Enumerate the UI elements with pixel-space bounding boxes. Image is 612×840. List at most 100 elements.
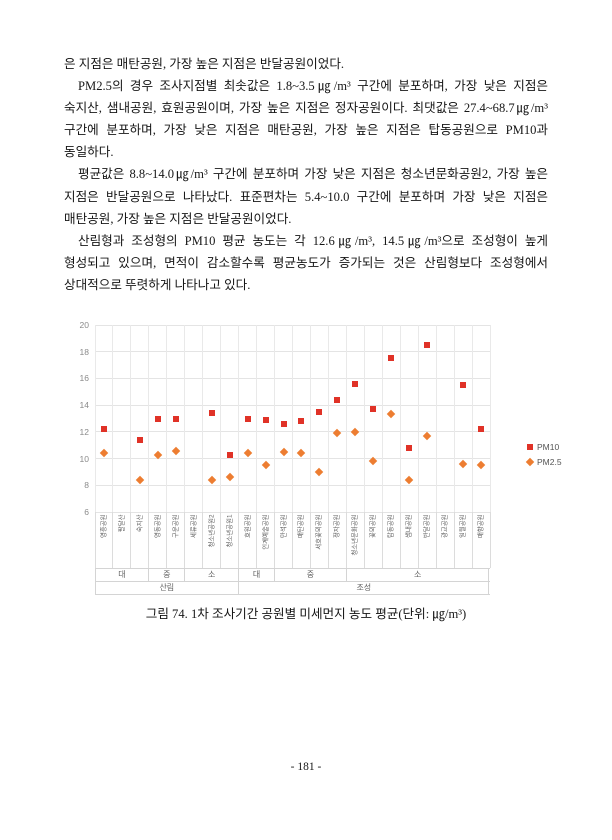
data-point-pm10 [226,451,233,458]
data-point-pm10 [154,415,161,422]
axis-column-separator [166,512,168,568]
x-gridline [130,325,132,512]
x-category-label: 꽃뫼공원 [369,514,377,538]
x-gridline [435,325,437,512]
axis-column-separator [435,512,437,568]
axis-column-separator [238,512,240,568]
x-category-label: 구운공원 [172,514,180,538]
x-gridline [220,325,222,512]
x-category-label: 샘내공원 [405,514,413,538]
data-point-pm10 [388,355,395,362]
pm-scatter-chart: 6 8 10 12 14 16 18 20 영흥공원 팔달산 숙지산 영동공원 구운공원 세류공원 청소년공… [80,320,562,595]
data-point-pm2.5 [315,467,324,477]
axis-column-separator [112,512,114,568]
x-gridline [202,325,204,512]
x-category-label: 청소년공원1 [226,514,234,547]
data-point-pm2.5 [297,448,306,458]
data-point-pm10 [100,426,107,433]
axis-size-group: 대 [238,568,274,581]
data-point-pm10 [460,382,467,389]
x-gridline [309,325,311,512]
data-point-pm2.5 [99,448,109,458]
y-tick-label: 14 [79,400,89,411]
y-tick-label: 6 [84,507,89,517]
axis-column-separator [184,512,186,568]
x-gridline [345,325,347,512]
x-category-label: 영동공원 [154,514,162,538]
x-category-label: 정자공원 [333,514,341,538]
x-category-label: 매향공원 [477,514,485,538]
x-category-label: 탑동공원 [387,514,395,538]
x-category-label: 인계예술공원 [262,514,270,550]
data-point-pm10 [298,418,305,425]
data-point-pm10 [406,444,413,451]
x-category-label: 청소년공원2 [208,514,216,547]
data-point-pm10 [280,420,287,427]
axis-row-line [95,567,490,569]
axis-column-separator [471,512,473,568]
data-point-pm2.5 [458,459,468,469]
x-gridline [94,325,96,512]
x-gridline [112,325,114,512]
axis-column-separator [256,512,258,568]
axis-column-separator [220,512,222,568]
figure-caption: 그림 74. 1차 조사기간 공원별 미세먼지 농도 평균(단위: ㎍/m³) [145,607,467,621]
axis-column-separator [130,512,132,568]
page-number: - 181 - [290,761,322,773]
x-gridline [274,325,276,512]
data-point-pm10 [208,410,215,417]
legend-label: PM10 [537,442,560,452]
paragraph: PM2.5의 경우 조사지점별 최솟값은 1.8~3.5㎍/m³ 구간에 분포하… [64,79,548,160]
x-gridline [148,325,150,512]
data-point-pm10 [352,380,359,387]
x-category-label: 영흥공원 [100,514,108,538]
data-point-pm2.5 [171,446,181,455]
x-gridline [489,325,491,512]
axis-size-group: 중 [148,568,184,581]
x-category-label: 청소년문화공원 [351,514,359,556]
paragraph: 평균값은 8.8~14.0㎍/m³ 구간에 분포하며 가장 낮은 지점은 청소년… [64,167,548,226]
data-point-pm2.5 [422,431,432,441]
axis-size-group: 소 [184,568,238,581]
data-point-pm2.5 [135,475,145,485]
data-point-pm10 [424,342,431,349]
data-point-pm2.5 [243,448,252,458]
axis-column-separator [399,512,401,568]
legend-item: PM2.5 [525,457,562,467]
x-category-label: 반달공원 [423,514,431,538]
axis-column-separator [94,512,96,568]
data-point-pm2.5 [404,475,414,485]
legend-marker [525,457,535,467]
data-point-pm2.5 [333,428,342,438]
x-gridline [453,325,455,512]
legend-label: PM2.5 [537,457,562,467]
data-point-pm2.5 [261,461,270,470]
y-tick-label: 16 [79,373,89,384]
axis-column-separator [453,512,455,568]
data-point-pm2.5 [279,447,288,457]
data-point-pm10 [478,426,485,433]
data-point-pm10 [262,416,269,423]
x-category-label: 만석공원 [280,514,288,538]
x-gridline [256,325,258,512]
data-point-pm10 [334,396,341,403]
axis-column-separator [274,512,276,568]
axis-size-group: 대 [94,568,149,581]
axis-column-separator [363,512,365,568]
y-tick-label: 18 [79,346,89,357]
axis-size-group: 중 [274,568,346,581]
x-gridline [363,325,365,512]
x-gridline [399,325,401,512]
x-gridline [166,325,168,512]
data-point-pm10 [136,436,143,443]
axis-row-line [95,580,490,582]
axis-size-group: 소 [345,568,490,581]
data-point-pm2.5 [225,473,234,482]
legend-item: PM10 [527,442,562,452]
x-category-label: 서호꽃뫼공원 [315,514,323,550]
x-category-label: 매탄공원 [297,514,305,538]
axis-column-separator [381,512,383,568]
axis-column-separator [489,512,491,568]
axis-column-separator [309,512,311,568]
